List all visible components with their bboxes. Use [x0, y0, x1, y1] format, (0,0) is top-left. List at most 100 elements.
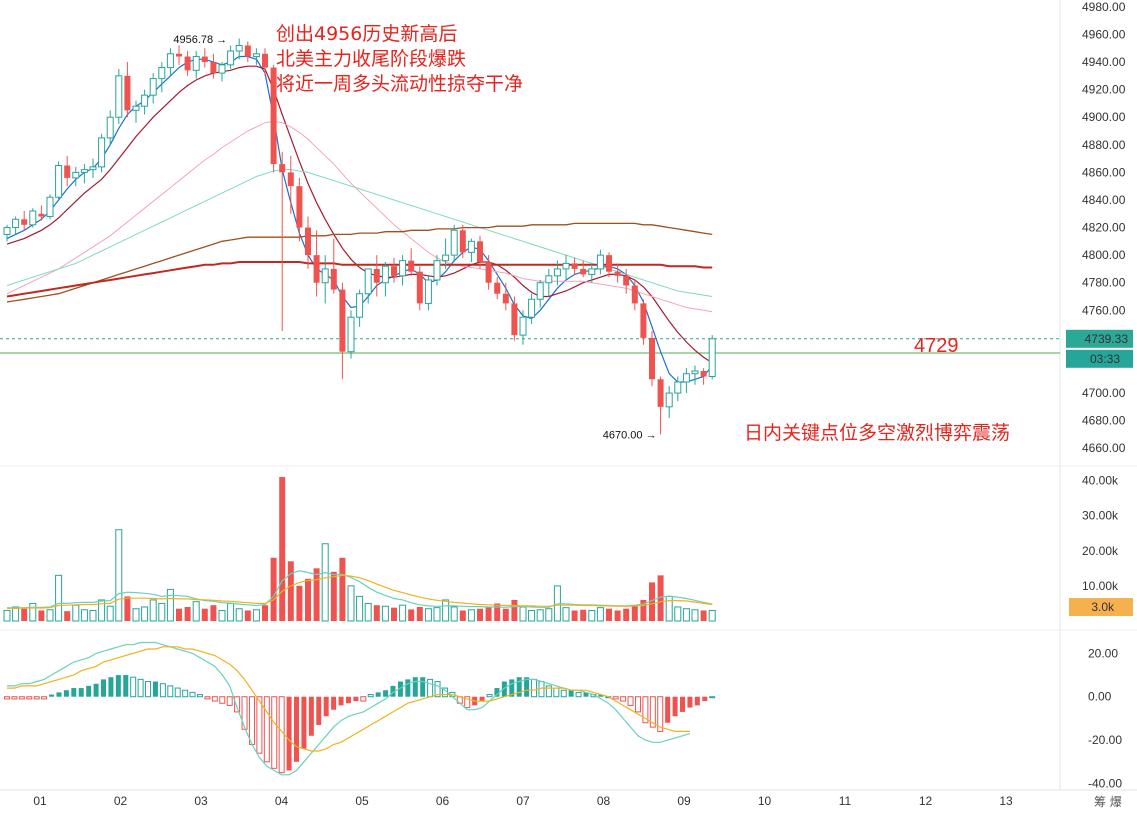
candle-body: [38, 213, 45, 217]
last-price-label: 4739.33: [1085, 332, 1129, 346]
macd-histogram-bar: [486, 694, 493, 698]
volume-bar: [700, 610, 707, 621]
volume-bar: [502, 608, 509, 621]
macd-histogram-bar: [33, 696, 40, 700]
volume-bar: [623, 608, 630, 621]
macd-histogram-bar: [583, 692, 589, 697]
macd-histogram-bar: [494, 688, 500, 697]
volume-bar: [72, 604, 80, 622]
macd-histogram-bar: [531, 678, 538, 698]
time-tick-label: 13: [999, 794, 1013, 808]
headline-line: 创出4956历史新高后: [276, 23, 458, 45]
candle-body: [657, 379, 664, 407]
volume-bar: [682, 608, 690, 622]
volume-badge: [1069, 598, 1133, 616]
price-tick-label: 4960.00: [1082, 27, 1126, 41]
volume-bar: [467, 609, 475, 622]
macd-histogram-bar: [509, 679, 515, 697]
volume-bar: [416, 606, 423, 621]
volume-bar: [519, 606, 527, 622]
volume-bar: [580, 609, 587, 621]
macd-histogram-bar: [123, 675, 129, 697]
candle-body: [227, 50, 235, 66]
volume-bar: [12, 606, 20, 622]
macd-histogram-bar: [271, 696, 278, 769]
candle-body: [124, 75, 131, 111]
macd-histogram-bar: [375, 692, 381, 697]
candle-body: [106, 116, 114, 139]
volume-tick-label: 40.00k: [1082, 474, 1119, 488]
volume-bar: [89, 609, 97, 622]
volume-bar: [330, 571, 337, 621]
candle-body: [356, 293, 364, 318]
volume-bar: [545, 608, 553, 622]
candle-body: [640, 303, 647, 338]
macd-histogram-bar: [620, 696, 627, 702]
macd-histogram-bar: [63, 690, 69, 697]
candle-body: [12, 218, 20, 229]
volume-bar: [3, 609, 11, 622]
macd-histogram-bar: [278, 696, 285, 774]
price-tick-label: 4780.00: [1082, 276, 1126, 290]
headline-line: 北美主力收尾阶段爆跌: [276, 48, 467, 70]
volume-tick-label: 10.00k: [1082, 579, 1119, 593]
countdown-badge: [1066, 349, 1133, 368]
candle-body: [184, 56, 191, 71]
volume-bar: [321, 543, 329, 622]
volume-bar: [296, 585, 303, 621]
volume-bar: [252, 609, 260, 622]
volume-bar: [132, 608, 140, 622]
macd-histogram-bar: [234, 696, 241, 713]
volume-bar: [279, 477, 286, 621]
candle-body: [330, 268, 337, 290]
volume-bar: [433, 607, 441, 622]
candle-body: [287, 172, 294, 187]
macd-histogram-bar: [360, 696, 367, 702]
volume-bar: [399, 604, 407, 622]
time-tick-label: 09: [677, 794, 691, 808]
candle-body: [467, 240, 475, 253]
price-tick-label: 4980.00: [1082, 0, 1126, 14]
macd-histogram-bar: [41, 696, 48, 700]
time-tick-label: 11: [839, 794, 852, 808]
volume-current-label: 3.0k: [1091, 600, 1115, 614]
candle-body: [631, 285, 638, 304]
macd-histogram-bar: [189, 691, 196, 698]
macd-histogram-bar: [680, 696, 686, 712]
level-label: 4729: [914, 335, 959, 357]
macd-histogram-bar: [18, 696, 25, 700]
volume-average-line: [7, 574, 713, 609]
macd-histogram-bar: [145, 681, 152, 698]
time-tick-label: 07: [516, 794, 530, 808]
macd-histogram-bar: [49, 694, 55, 697]
time-tick-label: 12: [919, 794, 933, 808]
macd-histogram-bar: [130, 676, 137, 698]
macd-histogram-bar: [405, 679, 411, 697]
macd-signal-line: [7, 641, 691, 776]
volume-bar: [227, 602, 235, 622]
candle-body: [149, 78, 157, 96]
volume-bar: [528, 609, 536, 622]
volume-bar: [631, 605, 638, 621]
macd-histogram-bar: [115, 675, 121, 697]
candle-body: [313, 255, 320, 283]
macd-histogram-bar: [174, 687, 181, 698]
volume-bar: [55, 574, 63, 622]
volume-bar: [356, 595, 364, 622]
candle-body: [373, 268, 380, 283]
headline-line: 将近一周多头流动性掠夺干净: [276, 73, 524, 95]
high-marker: 4956.78 →: [173, 34, 227, 46]
volume-bar: [408, 609, 415, 621]
macd-histogram-bar: [256, 696, 263, 754]
macd-histogram-bar: [524, 677, 530, 697]
macd-histogram-bar: [545, 685, 552, 698]
candle-body: [141, 94, 149, 107]
macd-histogram-bar: [197, 694, 204, 698]
volume-bar: [562, 607, 570, 622]
volume-bar: [588, 609, 596, 622]
candle-body: [218, 64, 226, 74]
macd-histogram-bar: [338, 696, 344, 706]
candle-body: [459, 230, 466, 253]
